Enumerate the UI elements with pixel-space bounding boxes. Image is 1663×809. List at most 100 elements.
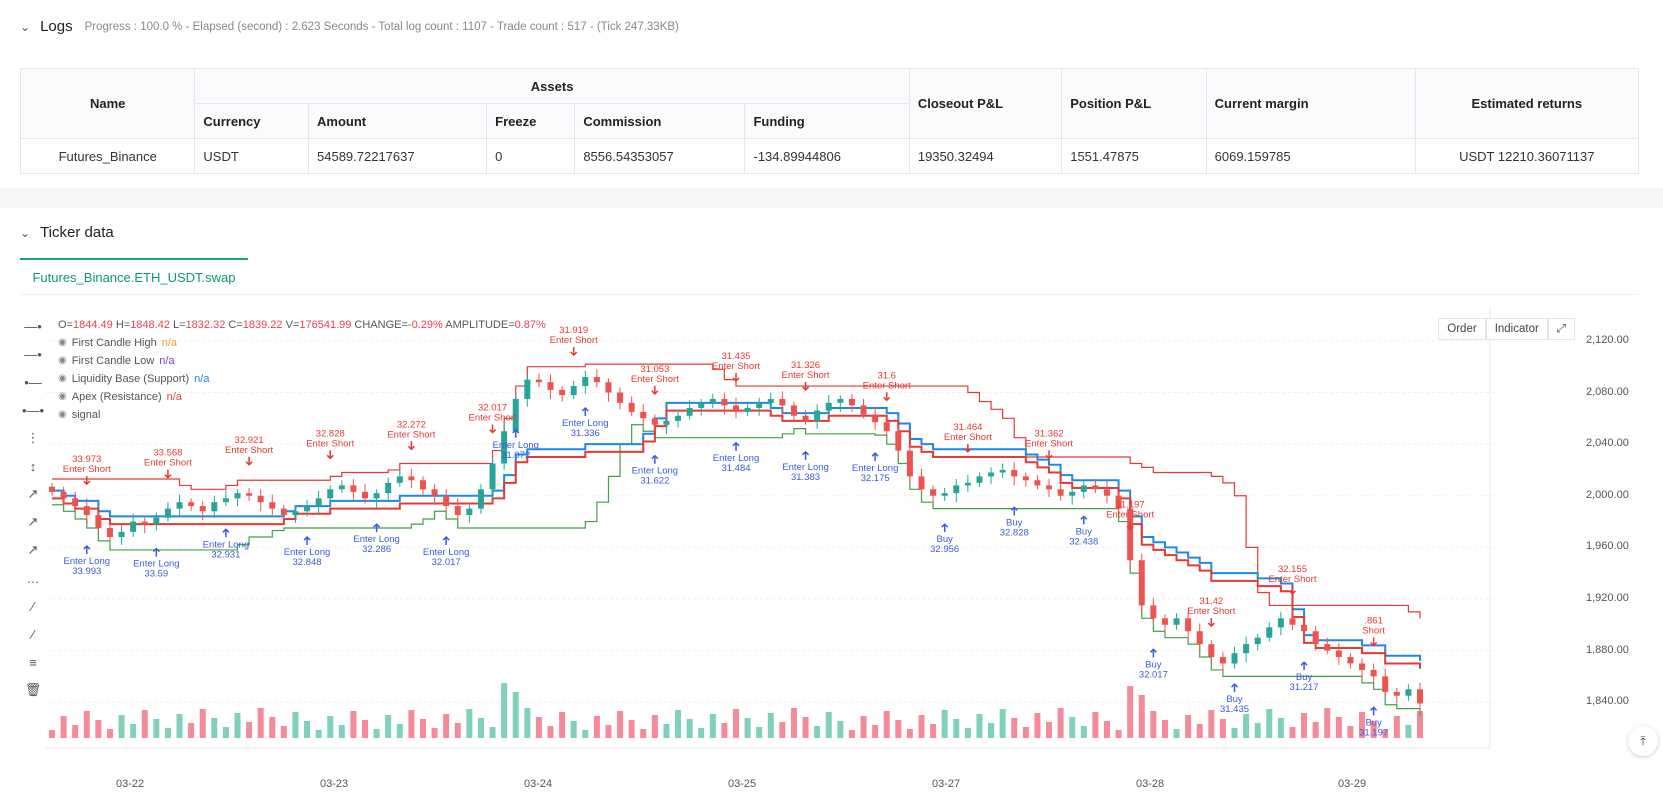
segment-icon[interactable]: ↗ (27, 542, 39, 557)
horizontal-ray-icon[interactable]: •— (24, 374, 42, 390)
volume-bar (1405, 725, 1412, 738)
horizontal-segment-icon[interactable]: •—• (21, 402, 45, 418)
annotation-value: 31.362 (1034, 428, 1063, 439)
eye-icon[interactable]: ◉ (58, 391, 67, 402)
volume-bar (269, 717, 276, 738)
annotation-label: Enter Short (225, 445, 273, 456)
price-label-icon[interactable]: … (26, 570, 40, 586)
candle-body (524, 379, 531, 399)
volume-bar (999, 709, 1006, 738)
volume-bar (280, 726, 287, 738)
cell-amount: 54589.72217637 (307, 138, 488, 174)
vertical-segment-icon[interactable]: ↕ (29, 458, 37, 474)
volume-value: 176541.99 (299, 319, 352, 331)
candle-body (408, 476, 415, 481)
annotation-label: Enter Long (64, 556, 110, 567)
indicator-button[interactable]: Indicator (1485, 318, 1548, 340)
col-assets: Assets (194, 68, 910, 104)
candle-body (1069, 491, 1076, 496)
annotation-label: Buy (1226, 694, 1243, 705)
tab-eth-usdt-swap[interactable]: Futures_Binance.ETH_USDT.swap (20, 258, 248, 294)
candle-body (605, 382, 612, 393)
annotation-label: Enter Short (144, 458, 192, 469)
candle-body (814, 410, 821, 421)
arrow-up-icon (1010, 506, 1018, 516)
annotation-label: Enter Short (863, 380, 911, 391)
fullscreen-icon[interactable]: ⤢ (1547, 318, 1575, 340)
legend-value: n/a (166, 391, 182, 403)
volume-bar (1103, 721, 1110, 738)
fib-levels-icon[interactable]: ≡ (29, 654, 37, 670)
volume-bar (1069, 717, 1076, 738)
trend-line-icon[interactable]: ↗ (27, 486, 39, 501)
annotation-label: Enter Long (203, 539, 249, 550)
chevron-down-icon[interactable]: ⌄ (20, 225, 31, 240)
trash-icon[interactable]: 🗑 (24, 682, 42, 697)
candle-body (733, 405, 739, 412)
candle-body (1417, 689, 1423, 704)
candle-body (825, 402, 832, 411)
volume-bar (83, 711, 90, 738)
candle-body (419, 480, 426, 490)
arrow-up-icon (1370, 706, 1378, 716)
cell-commission: 8556.54353057 (574, 138, 746, 174)
ticker-header[interactable]: ⌄ Ticker data (20, 224, 114, 241)
eye-icon[interactable]: ◉ (58, 355, 67, 366)
volume-bar (988, 723, 995, 738)
order-button[interactable]: Order (1438, 318, 1486, 340)
scroll-top-icon[interactable]: ⤒ (1628, 726, 1658, 756)
arrow-up-icon (871, 452, 879, 462)
annotation-label: Enter Long (782, 462, 828, 473)
volume-bar (1335, 717, 1342, 738)
fib-icon[interactable]: ∕ (31, 626, 35, 642)
horizontal-line-icon[interactable]: —• (24, 346, 42, 362)
eye-icon[interactable]: ◉ (58, 337, 67, 348)
volume-bar (1254, 723, 1261, 738)
vertical-line-icon[interactable]: ⋮ (26, 430, 40, 445)
ray-icon[interactable]: ↗ (27, 514, 39, 529)
logs-header[interactable]: ⌄ Logs Progress : 100.0 % - Elapsed (sec… (20, 18, 679, 35)
candle-body (617, 392, 624, 403)
annotation-value: 32.828 (316, 428, 345, 439)
candle-body (1208, 644, 1215, 658)
logs-meta: Progress : 100.0 % - Elapsed (second) : … (84, 20, 679, 33)
legend-signal[interactable]: ◉ signal (58, 406, 546, 424)
volume-bar (1196, 724, 1203, 738)
arrow-up-icon (1149, 648, 1157, 658)
volume-bar (617, 711, 624, 738)
legend-first-candle-low[interactable]: ◉ First Candle Low n/a (58, 352, 546, 370)
legend-apex[interactable]: ◉ Apex (Resistance) n/a (58, 388, 546, 406)
cell-name: Futures_Binance (19, 138, 196, 174)
volume-bar (153, 719, 160, 738)
volume-bar (118, 715, 125, 738)
annotation-label: Enter Short (782, 370, 830, 381)
crosshair-icon[interactable]: —• (24, 318, 42, 334)
volume-bar (883, 711, 890, 738)
volume-bar (744, 718, 751, 738)
legend-liquidity-base[interactable]: ◉ Liquidity Base (Support) n/a (58, 370, 546, 388)
candles (49, 369, 1423, 713)
arrow-down-icon (489, 424, 497, 434)
parallel-channel-icon[interactable]: ∕ (31, 598, 35, 614)
eye-icon[interactable]: ◉ (58, 409, 67, 420)
ticker-title: Ticker data (40, 224, 114, 241)
volume-bar (1208, 710, 1215, 738)
volume-bar (1138, 695, 1145, 738)
volume-bar (1243, 714, 1250, 738)
volume-bar (1173, 729, 1180, 738)
candle-body (153, 517, 160, 525)
change-label: CHANGE= (354, 319, 408, 331)
volume-bar (477, 718, 484, 738)
chevron-down-icon[interactable]: ⌄ (20, 19, 31, 34)
legend-first-candle-high[interactable]: ◉ First Candle High n/a (58, 334, 546, 352)
volume-bar (362, 720, 369, 738)
annotation-label: Enter Short (944, 432, 992, 443)
candle-body (501, 431, 508, 464)
volume-bar (964, 728, 971, 738)
eye-icon[interactable]: ◉ (58, 373, 67, 384)
volume-bar (918, 715, 925, 738)
volume-bar (906, 729, 913, 738)
volume-bar (1080, 726, 1087, 738)
ticker-panel (0, 208, 1663, 809)
